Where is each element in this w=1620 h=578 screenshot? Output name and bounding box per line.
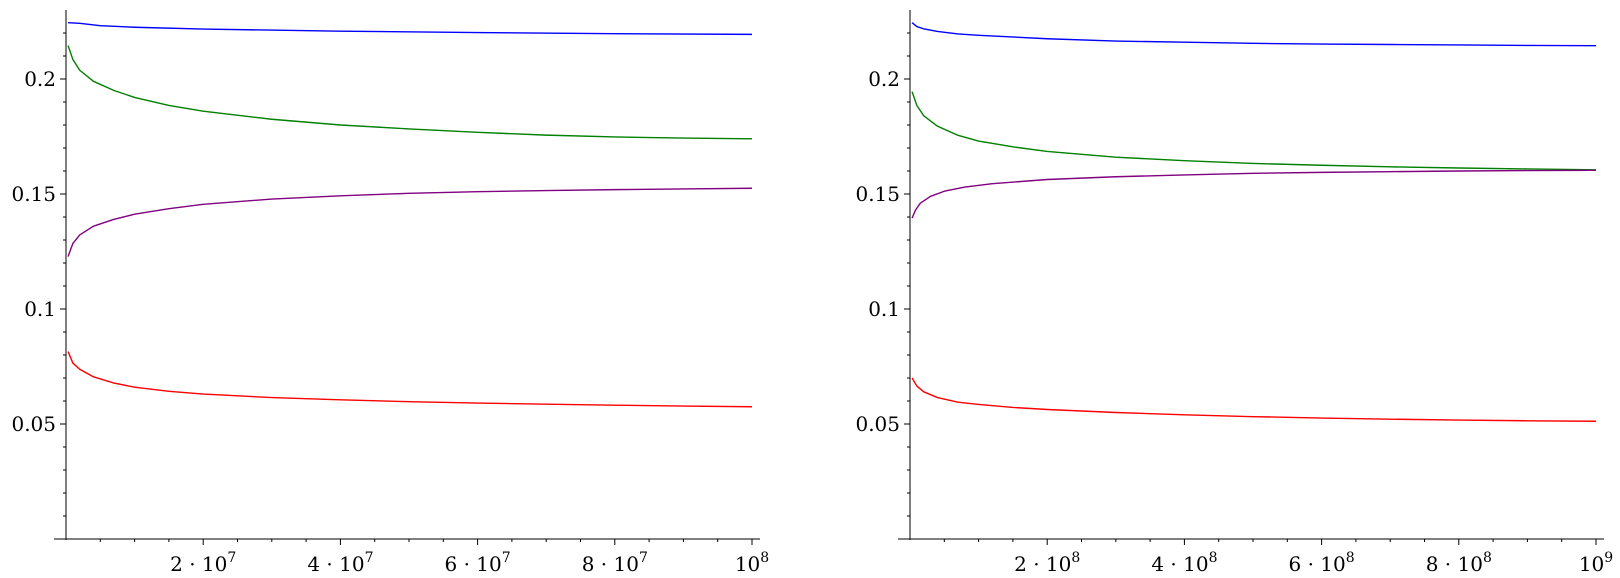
c1-y-tick-label: 0.1 bbox=[868, 297, 900, 321]
c0-x-tick-label: 4 · 107 bbox=[307, 550, 373, 576]
c0-series-line-0 bbox=[68, 21, 753, 36]
c1-y-tick-label: 0.2 bbox=[868, 67, 900, 91]
c1-x-tick-label: 6 · 108 bbox=[1289, 550, 1355, 576]
c1-series-line-1 bbox=[911, 91, 1597, 171]
c1-series-line-0 bbox=[911, 22, 1597, 47]
c1-y-tick-label: 0.05 bbox=[855, 412, 900, 436]
chart-panel-left: 0.05 0.1 0.15 0.2 2 · 107 4 · 107 6 · 107 8 · 1… bbox=[11, 10, 769, 576]
c1-x-tick-label: 2 · 108 bbox=[1014, 550, 1080, 576]
c0-x-tick-label: 8 · 107 bbox=[582, 550, 648, 576]
c0-x-tick-label: 108 bbox=[735, 550, 769, 576]
c1-x-tick-label: 4 · 108 bbox=[1151, 550, 1217, 576]
c0-x-tick-label: 2 · 107 bbox=[170, 550, 236, 576]
chart-panel-right: 0.05 0.1 0.15 0.2 2 · 108 4 · 108 6 · 108 8 · 1… bbox=[855, 10, 1613, 576]
c0-series-line-2 bbox=[67, 187, 753, 257]
c0-y-tick-label: 0.1 bbox=[24, 297, 56, 321]
c1-x-tick-label: 109 bbox=[1579, 550, 1613, 576]
c0-x-tick-label: 6 · 107 bbox=[445, 550, 511, 576]
c1-x-tick-label: 8 · 108 bbox=[1426, 550, 1492, 576]
c1-series-line-2 bbox=[911, 169, 1597, 219]
c1-series-line-3 bbox=[911, 377, 1597, 422]
c0-series-line-1 bbox=[67, 45, 753, 140]
c0-y-tick-label: 0.15 bbox=[11, 182, 56, 206]
c0-y-tick-label: 0.05 bbox=[11, 412, 56, 436]
c0-series-line-3 bbox=[67, 351, 753, 408]
c1-y-tick-label: 0.15 bbox=[855, 182, 900, 206]
c0-y-tick-label: 0.2 bbox=[24, 67, 56, 91]
